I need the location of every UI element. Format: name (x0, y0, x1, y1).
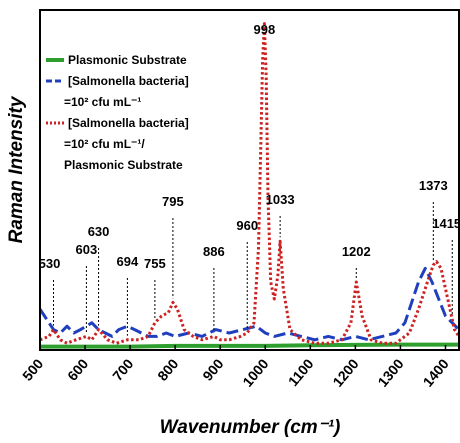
legend-label-3: [Salmonella bacteria] =10² cfu mL⁻¹/Plasm… (64, 116, 189, 172)
peak-label-694: 694 (117, 254, 139, 269)
peak-label-998: 998 (254, 22, 276, 37)
peak-annotations: 530 603 630 694 755 795 886 960 998 1033 1202 1373 1… (39, 22, 460, 336)
peak-label-1202: 1202 (342, 244, 371, 259)
y-axis-title: Raman Intensity (6, 95, 27, 243)
legend-label-2: [Salmonella bacteria] =10² cfu mL⁻¹ (64, 74, 189, 109)
series-line-3 (39, 22, 460, 345)
peak-label-603: 603 (76, 242, 98, 257)
peak-label-530: 530 (39, 256, 61, 271)
x-tick-label: 800 (154, 355, 181, 383)
series-line-2 (38, 266, 460, 342)
x-tick-label: 700 (109, 355, 136, 383)
x-tick-label: 900 (199, 355, 226, 383)
peak-label-1033: 1033 (266, 192, 295, 207)
peak-label-1415: 1415 (432, 216, 460, 231)
series-line-1 (40, 342, 459, 349)
legend-label-1: Plasmonic Substrate (68, 53, 187, 67)
peak-label-795: 795 (162, 194, 184, 209)
peak-label-630: 630 (88, 224, 110, 239)
x-tick-label: 1300 (374, 355, 406, 389)
x-tick-label: 1400 (419, 355, 451, 389)
axes (39, 9, 460, 351)
x-tick-label: 600 (64, 355, 91, 383)
x-tick-label: 500 (19, 355, 46, 383)
plot-frame (39, 9, 460, 351)
peak-label-1373: 1373 (419, 178, 448, 193)
x-tick-label: 1100 (285, 355, 317, 389)
x-tick-label: 1200 (329, 355, 361, 389)
peak-label-960: 960 (236, 218, 258, 233)
series-layer (38, 22, 460, 349)
legend: Plasmonic Substrate [Salmonella bacteria]… (46, 53, 189, 172)
x-tick-labels: 500 600 700 800 900 1000 1100 1200 1300 1400 (19, 355, 452, 389)
x-axis-title: Wavenumber (cm⁻¹) (160, 417, 341, 438)
peak-label-755: 755 (144, 256, 166, 271)
peak-label-886: 886 (203, 244, 225, 259)
x-tick-label: 1000 (239, 355, 271, 389)
